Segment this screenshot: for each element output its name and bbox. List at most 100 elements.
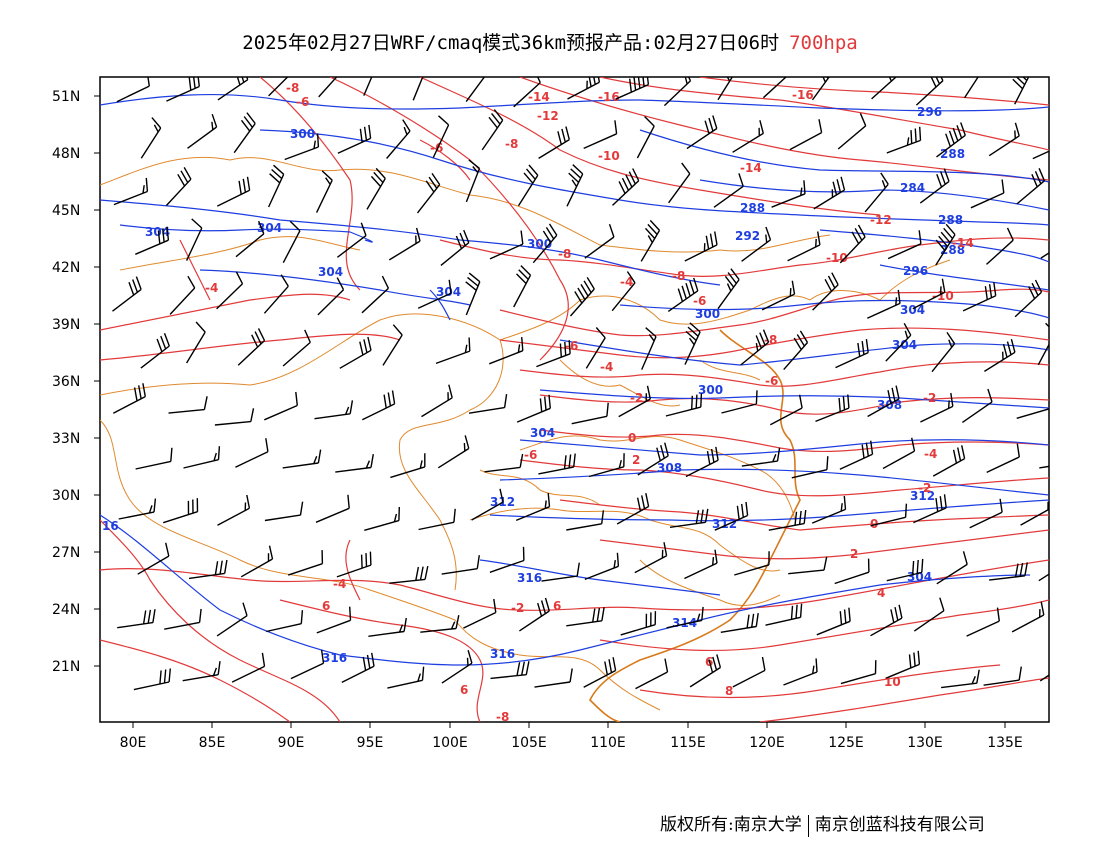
wind-barb [588, 453, 625, 478]
lat-label: 27N [52, 545, 80, 561]
wind-barb [886, 126, 922, 154]
wind-barb [435, 337, 471, 365]
wind-barb [216, 602, 248, 637]
credit-company: 南京创蓝科技有限公司 [814, 815, 985, 835]
wind-barb [984, 339, 1016, 372]
wind-barb [787, 231, 821, 262]
lat-label: 33N [52, 431, 80, 447]
wind-barb [267, 164, 285, 208]
wind-barb [1014, 279, 1043, 318]
wind-barb [237, 328, 266, 366]
wind-barb [317, 277, 345, 316]
map-title: 2025年02月27日WRF/cmaq模式36km预报产品:02月27日06时 7… [0, 28, 1100, 55]
wind-barb [182, 661, 221, 682]
wind-barb [164, 608, 202, 630]
wind-barb [611, 271, 636, 312]
lat-label: 24N [52, 602, 80, 618]
wind-barb [1032, 150, 1049, 160]
wind-barb [1038, 573, 1049, 582]
temp-label: -6 [765, 374, 778, 388]
lon-label: 120E [749, 735, 785, 751]
wind-barb [1011, 601, 1045, 633]
wind-barb [282, 449, 322, 469]
wind-barb [717, 268, 740, 310]
wind-barb [264, 391, 298, 421]
lat-label: 48N [52, 146, 80, 162]
wind-barb [684, 322, 701, 365]
wind-barb [140, 332, 170, 369]
wind-barb [641, 327, 657, 370]
wind-barb [684, 549, 718, 580]
lat-axis: 51N 48N 45N 42N 39N 36N 33N 30N 27N 24N … [52, 89, 80, 675]
wind-barb [969, 498, 1003, 529]
wind-barb [584, 552, 620, 581]
wind-barb [839, 224, 866, 264]
wind-barb [440, 229, 470, 266]
wind-barb [316, 606, 352, 634]
wind-barb [216, 176, 251, 207]
temp-label: 6 [322, 599, 330, 613]
wind-barb [282, 329, 311, 367]
temp-label: -6 [296, 95, 309, 109]
height-label: 316 [322, 651, 347, 665]
temp-label: 10 [884, 675, 901, 689]
wind-barb [962, 388, 993, 423]
wind-barb [465, 272, 481, 316]
wind-barb [839, 440, 874, 470]
wind-barb [620, 611, 657, 636]
wind-barb [689, 654, 722, 688]
height-label: 316 [517, 571, 542, 585]
wind-barb [618, 385, 651, 418]
wind-barb [634, 542, 668, 574]
wind-barb [264, 501, 304, 522]
wind-barb [387, 666, 425, 689]
wind-barb [188, 559, 228, 580]
wind-barb [886, 558, 924, 582]
tick-marks [94, 95, 1006, 728]
wind-barb [489, 546, 525, 573]
temp-label: 6 [553, 599, 561, 613]
temp-label: -2 [923, 391, 936, 405]
wind-barb [185, 218, 203, 261]
wind-barb [165, 167, 192, 206]
wind-barb [941, 669, 980, 689]
wind-barb [870, 503, 908, 527]
wind-barb [364, 506, 400, 531]
wind-barb [217, 77, 249, 101]
wind-barb [887, 230, 922, 260]
wind-barb [536, 340, 571, 368]
wind-barb [216, 271, 244, 310]
wind-barb [263, 274, 289, 314]
wind-barb [566, 164, 584, 207]
wind-barb [684, 231, 718, 262]
wind-barb [769, 394, 803, 426]
wind-barb [685, 446, 719, 478]
wind-barb [519, 597, 550, 632]
height-label: 316 [490, 647, 515, 661]
height-label: 312 [712, 517, 737, 531]
temp-label: -12 [870, 213, 892, 227]
wind-barb [583, 657, 617, 688]
wind-barb [1020, 494, 1049, 526]
wind-barb [913, 597, 945, 632]
wind-barb [686, 115, 718, 150]
wind-barb [361, 390, 396, 421]
temp-label: -4 [924, 447, 937, 461]
wind-barb [635, 658, 669, 690]
wind-barb [1012, 77, 1030, 105]
wind-barb [366, 167, 386, 210]
wind-barb [336, 551, 372, 578]
temp-label: -8 [558, 247, 571, 261]
wind-barb [1037, 322, 1049, 366]
wind-barb [566, 510, 605, 531]
wind-barb [416, 173, 441, 214]
wind-barb [169, 275, 196, 315]
wind-barb [389, 565, 429, 584]
wind-barb [515, 493, 551, 522]
wind-barb [465, 159, 481, 203]
wind-barb [390, 453, 426, 479]
temp-label: -14 [528, 90, 550, 104]
wind-barb [235, 438, 269, 468]
lat-label: 30N [52, 488, 80, 504]
wind-barb [762, 77, 788, 99]
